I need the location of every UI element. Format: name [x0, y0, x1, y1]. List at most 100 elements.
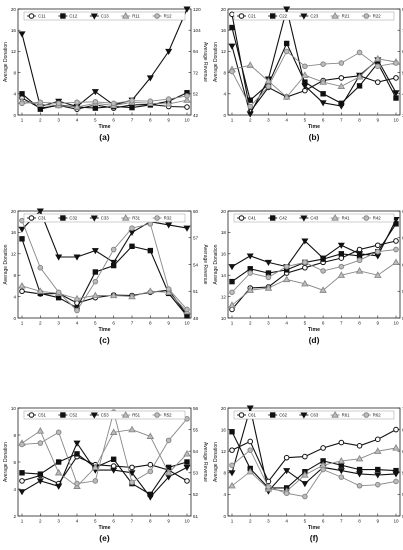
legend: C21 C22 C23 R21 R22 [233, 11, 395, 21]
data-point [338, 439, 345, 446]
legend-swatch-marker [154, 13, 160, 19]
data-point [337, 271, 346, 278]
legend-swatch-marker [90, 13, 98, 20]
x-tick-label: 5 [304, 519, 307, 524]
data-point [356, 471, 364, 478]
x-tick-label: 1 [231, 321, 234, 326]
y2-tick-label: 104 [193, 28, 201, 33]
legend-swatch-marker [28, 412, 35, 418]
x-axis-label: Time [308, 525, 320, 531]
data-point [146, 432, 155, 439]
y2-tick-label: 52 [193, 92, 199, 97]
data-point [54, 468, 63, 476]
legend-label: R41 [342, 216, 350, 221]
series-line [231, 431, 397, 489]
x-tick-label: 8 [358, 118, 361, 123]
data-point [109, 291, 118, 299]
x-tick-label: 10 [184, 118, 190, 123]
data-point [229, 278, 235, 285]
data-point [283, 40, 290, 47]
data-point [374, 248, 381, 255]
data-point [392, 471, 400, 478]
legend-label: R12 [164, 14, 172, 19]
series-line [21, 410, 188, 485]
data-point [374, 242, 381, 249]
legend-label: C32 [69, 216, 77, 221]
legend-swatch-marker [300, 215, 308, 222]
data-point [129, 104, 135, 111]
legend-label: C61 [248, 413, 256, 418]
series-line [231, 58, 397, 98]
x-axis-label: Time [98, 327, 110, 333]
data-point [319, 286, 327, 293]
y-tick-label: 0 [223, 514, 226, 519]
legend-label: C31 [38, 216, 46, 221]
x-tick-label: 9 [167, 519, 170, 524]
data-point [393, 246, 399, 253]
series-line [21, 455, 188, 485]
y2-tick-label: 54 [193, 262, 199, 267]
data-point [147, 461, 154, 468]
series-C53 [18, 440, 191, 501]
y-tick-label: 10 [221, 316, 227, 321]
x-tick-label: 8 [149, 519, 152, 524]
data-point [74, 480, 80, 487]
panel-caption: (c) [99, 335, 110, 345]
data-point [337, 103, 345, 110]
data-point [110, 259, 118, 266]
legend-swatch-marker [363, 215, 370, 221]
legend-label: C52 [69, 413, 77, 418]
x-tick-label: 8 [358, 321, 361, 326]
legend-swatch-marker [238, 13, 245, 19]
data-point [110, 467, 118, 474]
data-point [165, 286, 172, 292]
legend-label: R51 [132, 413, 140, 418]
y2-axis-label: Average Revenue [202, 245, 208, 285]
x-tick-label: 6 [322, 321, 325, 326]
legend-box [23, 213, 186, 223]
series-line [231, 429, 397, 483]
x-tick-label: 10 [393, 118, 399, 123]
legend-label: C42 [279, 216, 287, 221]
plot-area [17, 407, 192, 517]
data-point [91, 248, 99, 255]
series-line [231, 447, 397, 492]
x-tick-label: 5 [94, 118, 97, 123]
data-point [302, 453, 308, 460]
series-R42 [229, 246, 399, 296]
series-line [21, 210, 188, 264]
data-point [55, 100, 62, 107]
data-point [73, 254, 81, 261]
y-tick-label: 16 [221, 427, 227, 432]
series-line [231, 407, 397, 493]
y2-tick-label: 72 [193, 70, 199, 75]
y-tick-label: 8 [13, 70, 16, 75]
series-line [231, 449, 397, 498]
x-tick-label: 3 [57, 519, 60, 524]
data-point [265, 274, 272, 281]
y-tick-label: 12 [221, 49, 227, 54]
x-tick-label: 1 [21, 321, 24, 326]
data-point [129, 464, 135, 471]
data-point [374, 481, 381, 488]
data-point [320, 466, 326, 473]
data-point [337, 242, 345, 249]
data-point [18, 31, 26, 38]
y-tick-label: 12 [11, 49, 17, 54]
series-line [231, 223, 397, 283]
data-point [356, 83, 363, 89]
chart-panel-d: 101214161820565962656812345678910TimeAve… [213, 209, 403, 345]
data-point [55, 289, 62, 296]
data-point [356, 251, 364, 258]
legend-label: R52 [164, 413, 172, 418]
x-tick-label: 3 [57, 321, 60, 326]
data-point [355, 267, 364, 274]
data-point [19, 100, 25, 107]
legend-label: C23 [310, 14, 318, 19]
legend-swatch-marker [238, 215, 245, 221]
series-R62 [229, 447, 399, 500]
series-line [21, 453, 188, 496]
y-tick-label: 20 [221, 406, 227, 411]
y-tick-label: 8 [223, 70, 226, 75]
